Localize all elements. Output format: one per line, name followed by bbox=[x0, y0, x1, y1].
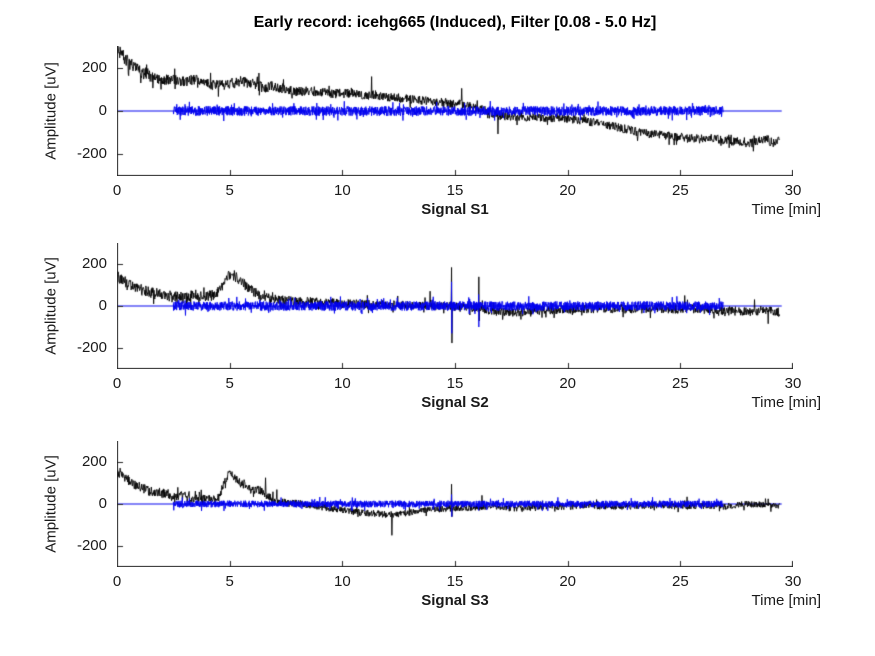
subplot-s2: Amplitude [uV] -200 0 200 0 5 10 15 20 25 30 Sig… bbox=[43, 243, 821, 411]
signal-s1-label: Signal S1 bbox=[421, 201, 489, 218]
subplot-s1: Amplitude [uV] -200 0 200 0 5 10 15 20 25 30 Sig… bbox=[43, 46, 821, 218]
x-tick-label: 30 bbox=[784, 573, 802, 590]
x-tick-label: 0 bbox=[112, 573, 122, 590]
signal-s3-label: Signal S3 bbox=[421, 592, 489, 609]
x-tick-label: 0 bbox=[112, 182, 122, 199]
x-tick-label: 15 bbox=[446, 182, 464, 199]
x-tick-label: 5 bbox=[225, 573, 234, 590]
x-tick-label: 5 bbox=[225, 182, 234, 199]
x-tick-label: 5 bbox=[225, 375, 234, 392]
signal-s2-label: Signal S2 bbox=[421, 394, 489, 411]
y-tick-label: 200 bbox=[81, 58, 107, 76]
x-tick-label: 0 bbox=[112, 375, 122, 392]
x-tick-label: 25 bbox=[671, 375, 689, 392]
y-tick-label: 200 bbox=[81, 453, 107, 470]
y-tick-label: -200 bbox=[76, 339, 107, 356]
x-tick-label: 10 bbox=[333, 573, 351, 590]
x-tick-label: 20 bbox=[559, 375, 576, 392]
y-tick-label: -200 bbox=[76, 145, 107, 163]
y-tick-label: 0 bbox=[98, 297, 107, 314]
signal-s2-plot-canvas bbox=[117, 243, 793, 369]
x-tick-label: 30 bbox=[784, 182, 802, 199]
time-axis-label: Time [min] bbox=[751, 201, 821, 218]
x-tick-label: 15 bbox=[446, 375, 464, 392]
x-tick-label: 25 bbox=[671, 573, 689, 590]
y-tick-label: 0 bbox=[98, 102, 107, 119]
time-axis-label: Time [min] bbox=[751, 394, 821, 411]
signal-s3-plot-canvas bbox=[117, 441, 793, 567]
y-tick-label: -200 bbox=[76, 537, 107, 554]
x-tick-label: 10 bbox=[333, 375, 351, 392]
x-tick-label: 10 bbox=[333, 182, 351, 199]
figure-title: Early record: icehg665 (Induced), Filter… bbox=[253, 14, 657, 31]
x-tick-label: 20 bbox=[559, 573, 576, 590]
x-tick-label: 15 bbox=[446, 573, 464, 590]
signal-s1-plot-canvas bbox=[117, 46, 793, 176]
x-tick-label: 25 bbox=[671, 182, 689, 199]
subplot-s3: Amplitude [uV] -200 0 200 0 5 10 15 20 25 30 Sig… bbox=[43, 441, 821, 609]
time-axis-label: Time [min] bbox=[751, 592, 821, 609]
x-tick-label: 30 bbox=[784, 375, 802, 392]
y-tick-label: 0 bbox=[98, 495, 107, 512]
y-tick-label: 200 bbox=[81, 255, 107, 272]
x-tick-label: 20 bbox=[559, 182, 576, 199]
